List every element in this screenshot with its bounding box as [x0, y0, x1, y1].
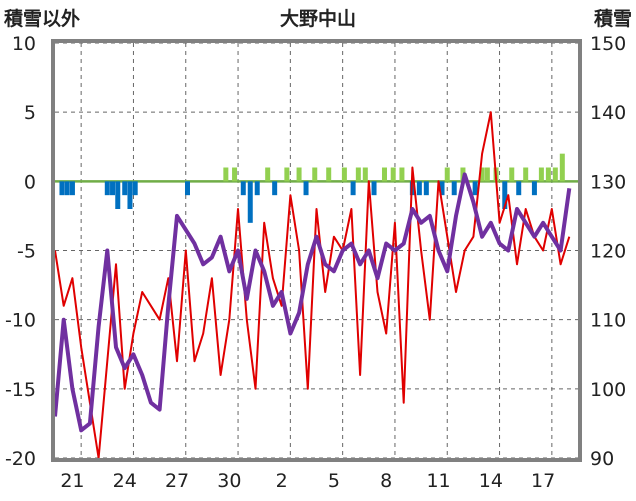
bar [484, 167, 490, 182]
series-line-temperature [54, 111, 571, 459]
bar [184, 181, 190, 196]
right-tick-label: 100 [590, 379, 626, 401]
right-tick-label: 130 [590, 171, 626, 193]
bar [559, 153, 565, 182]
left-tick-label: -10 [5, 310, 36, 332]
bar [104, 181, 110, 196]
bar [390, 167, 396, 182]
bar [326, 167, 332, 182]
right-tick-label: 140 [590, 102, 626, 124]
bar [122, 181, 128, 196]
left-tick-labels: 10 5 0 -5 -10 -15 -20 [5, 33, 36, 470]
bar [303, 181, 309, 196]
bar [381, 167, 387, 182]
bar [399, 167, 405, 182]
bar [265, 167, 271, 182]
bar [516, 181, 522, 196]
right-tick-label: 120 [590, 241, 626, 263]
bar [254, 181, 260, 196]
bar [115, 181, 121, 209]
bar [362, 167, 368, 182]
x-tick-label: 2 [276, 470, 288, 492]
x-tick-label: 8 [380, 470, 392, 492]
bar [232, 167, 238, 182]
grid [55, 42, 578, 459]
bar [502, 181, 508, 209]
x-tick-labels: 21 24 27 30 2 5 8 11 14 17 [60, 470, 555, 492]
x-tick-label: 21 [60, 470, 84, 492]
bar [284, 167, 290, 182]
bar [451, 181, 457, 196]
bar [350, 181, 356, 196]
right-tick-labels: 150 140 130 120 110 100 90 [590, 33, 626, 470]
x-tick-label: 11 [426, 470, 450, 492]
bar [240, 181, 246, 196]
x-tick-label: 17 [531, 470, 555, 492]
left-tick-label: -15 [5, 379, 36, 401]
bar [479, 167, 485, 182]
x-tick-label: 24 [113, 470, 137, 492]
bar [296, 167, 302, 182]
x-tick-label: 5 [328, 470, 340, 492]
right-tick-label: 110 [590, 310, 626, 332]
bar [538, 167, 544, 182]
bar [371, 181, 377, 196]
x-tick-label: 30 [217, 470, 241, 492]
bar [132, 181, 138, 196]
bar [444, 167, 450, 182]
series-line-snow_depth [53, 172, 572, 433]
x-tick-label: 14 [479, 470, 503, 492]
bar [110, 181, 116, 196]
bar [223, 167, 229, 182]
bars-layer [59, 153, 565, 223]
bar [69, 181, 75, 196]
bar [247, 181, 253, 223]
bar [531, 181, 537, 196]
bar [439, 181, 445, 196]
right-tick-label: 150 [590, 33, 626, 55]
left-tick-label: -20 [5, 448, 36, 470]
bar [64, 181, 70, 196]
left-tick-label: -5 [17, 241, 36, 263]
x-tick-label: 27 [165, 470, 189, 492]
plot-frame [51, 39, 582, 462]
right-axis-label: 積雪 [594, 7, 632, 30]
bar [355, 167, 361, 182]
bar [523, 167, 529, 182]
bar [312, 167, 318, 182]
bar [341, 167, 347, 182]
bar [127, 181, 133, 209]
bar [416, 181, 422, 196]
bar [545, 167, 551, 182]
left-tick-label: 5 [24, 102, 36, 124]
bar [552, 167, 558, 182]
bar [472, 181, 478, 196]
bar [509, 167, 515, 182]
lines-layer [53, 111, 572, 459]
left-tick-label: 0 [24, 171, 36, 193]
bar [59, 181, 65, 196]
left-axis-label: 積雪以外 [4, 7, 80, 30]
bar [272, 181, 278, 196]
right-tick-label: 90 [590, 448, 614, 470]
left-tick-label: 10 [12, 33, 36, 55]
chart-title: 大野中山 [280, 7, 356, 30]
bar [423, 181, 429, 196]
